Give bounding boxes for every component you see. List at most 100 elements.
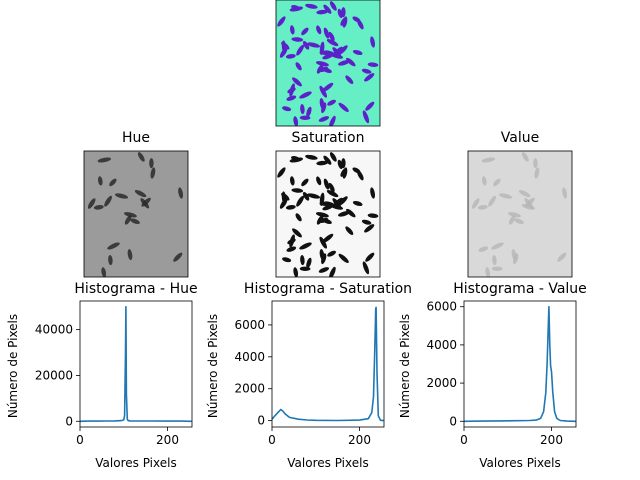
value-histogram-xtick-label: 0 [460, 433, 468, 447]
original-rice-grain [290, 25, 295, 35]
original-rice-grain [338, 45, 348, 55]
original-rice-grain [327, 99, 336, 106]
value-rice-grain [498, 193, 513, 199]
value-image-frame [467, 150, 573, 278]
value-rice-grain [533, 158, 538, 169]
saturation-rice-grain [291, 188, 304, 193]
original-rice-grain [329, 115, 336, 126]
value-rice-grain [521, 152, 529, 162]
hue-histogram-axes [79, 300, 193, 428]
value-rice-grain [481, 157, 495, 163]
original-image-panel [275, 0, 381, 127]
original-rice-grain [364, 73, 375, 82]
saturation-image-panel: Saturation [275, 130, 381, 278]
saturation-histogram-title: Histograma - Saturation [244, 281, 412, 297]
hue-rice-grain [149, 158, 154, 169]
saturation-image-grains [277, 152, 379, 277]
saturation-rice-grain [329, 152, 337, 162]
saturation-rice-grain [361, 219, 372, 225]
saturation-rice-grain [316, 160, 328, 166]
saturation-rice-grain [316, 176, 322, 186]
original-rice-grain [316, 25, 322, 35]
original-rice-grain [367, 62, 379, 67]
hue-rice-grain [114, 193, 129, 199]
saturation-rice-grain [315, 212, 329, 218]
saturation-histogram-ytick-label: 4000 [234, 350, 265, 364]
hue-rice-grain [150, 167, 156, 179]
value-histogram-ylabel: Número de Pixels [398, 314, 412, 418]
value-rice-grain [557, 252, 567, 262]
original-rice-grain [282, 106, 292, 112]
hue-histogram-ylabel: Número de Pixels [6, 314, 20, 418]
hue-histogram-line [79, 305, 192, 423]
value-histogram: Histograma - Value Número de Pixels Valo… [398, 281, 587, 470]
hue-rice-grain [93, 205, 104, 210]
hue-histogram-title: Histograma - Hue [74, 281, 197, 297]
value-image-panel: Value [467, 130, 573, 278]
saturation-rice-grain [333, 197, 343, 207]
value-image-title: Value [501, 130, 539, 146]
value-rice-grain [534, 167, 540, 179]
saturation-rice-grain [322, 204, 335, 211]
saturation-rice-grain [322, 233, 334, 243]
saturation-histogram-ylabel: Número de Pixels [206, 314, 220, 418]
saturation-rice-grain [338, 196, 348, 206]
original-rice-grain [352, 49, 363, 56]
saturation-rice-grain [295, 213, 302, 222]
saturation-rice-grain [346, 208, 356, 218]
value-rice-grain [508, 215, 516, 225]
saturation-rice-grain [323, 178, 330, 190]
saturation-rice-grain [364, 224, 375, 233]
value-histogram-axes [463, 300, 577, 428]
original-rice-grain [329, 1, 337, 11]
hue-image-grains [87, 152, 184, 277]
hue-rice-grain [104, 195, 112, 207]
original-rice-grain [362, 110, 370, 124]
hue-histogram-ytick-label: 40000 [35, 323, 73, 337]
value-rice-grain [492, 255, 497, 266]
original-rice-grain [338, 102, 349, 112]
hue-rice-grain [134, 190, 147, 198]
saturation-rice-grain [338, 253, 349, 263]
original-image-grains [277, 1, 379, 126]
original-rice-grain [305, 3, 318, 9]
saturation-rice-grain [319, 192, 325, 206]
original-rice-grain [318, 116, 330, 122]
hue-image-panel: Hue [83, 130, 189, 278]
hue-rice-grain [141, 197, 151, 207]
saturation-histogram-ytick-label: 0 [257, 414, 265, 428]
value-rice-grain [488, 195, 496, 207]
original-rice-grain [345, 75, 354, 84]
hue-histogram-xlabel: Valores Pixels [95, 456, 176, 470]
saturation-rice-grain [299, 242, 312, 250]
saturation-rice-grain [340, 168, 347, 177]
hue-rice-grain [97, 157, 111, 163]
original-rice-grain [306, 106, 312, 118]
original-rice-grain [292, 77, 302, 87]
value-rice-grain [485, 267, 491, 277]
original-rice-grain [286, 95, 297, 101]
saturation-rice-grain [365, 252, 375, 262]
value-histogram-ytick-label: 2000 [426, 376, 457, 390]
original-rice-grain [293, 116, 299, 126]
saturation-rice-grain [306, 257, 312, 269]
hue-histogram-xtick-label: 200 [156, 433, 179, 447]
saturation-rice-grain [329, 266, 336, 277]
saturation-histogram: Histograma - Saturation Número de Pixels… [206, 281, 412, 470]
value-histogram-ytick-label: 6000 [426, 300, 457, 314]
original-rice-grain [300, 104, 305, 115]
saturation-rice-grain [319, 217, 329, 223]
saturation-rice-grain [302, 191, 310, 201]
saturation-histogram-xtick-label: 0 [268, 433, 276, 447]
original-rice-grain [289, 83, 295, 97]
hue-image [84, 151, 188, 277]
original-rice-grain [370, 36, 376, 48]
original-rice-grain [322, 82, 334, 92]
value-histogram-ytick-label: 4000 [426, 338, 457, 352]
saturation-image-title: Saturation [292, 130, 365, 146]
saturation-rice-grain [337, 159, 343, 170]
original-rice-grain [296, 44, 304, 56]
value-rice-grain [477, 205, 488, 210]
original-rice-grain [319, 66, 329, 72]
